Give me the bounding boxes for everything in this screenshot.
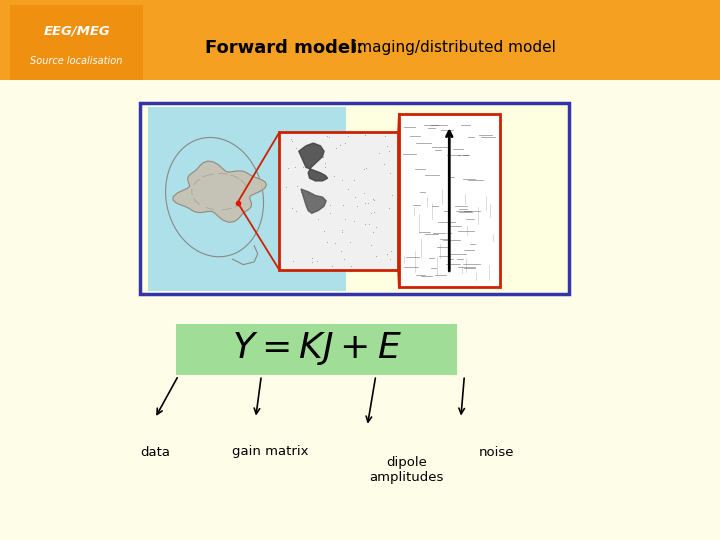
Text: $\mathit{Y} = \mathit{K}\mathit{J} + \mathit{E}$: $\mathit{Y} = \mathit{K}\mathit{J} + \ma… [232,330,402,367]
Text: Source localisation: Source localisation [30,56,123,66]
Bar [0,0,720,80]
Text: data: data [140,446,170,458]
Bar [399,114,500,287]
Text: EEG/MEG: EEG/MEG [43,25,110,38]
Bar [140,103,569,294]
Polygon shape [173,161,266,222]
Text: noise: noise [479,446,515,458]
Bar [279,132,398,270]
Bar [10,5,143,80]
Text: dipole
amplitudes: dipole amplitudes [369,456,444,484]
Text: imaging/distributed model: imaging/distributed model [353,40,556,55]
Bar [176,324,457,375]
Polygon shape [299,143,328,181]
Text: gain matrix: gain matrix [232,446,308,458]
Polygon shape [301,189,326,213]
Bar [148,107,346,291]
Text: Forward model:: Forward model: [205,38,376,57]
